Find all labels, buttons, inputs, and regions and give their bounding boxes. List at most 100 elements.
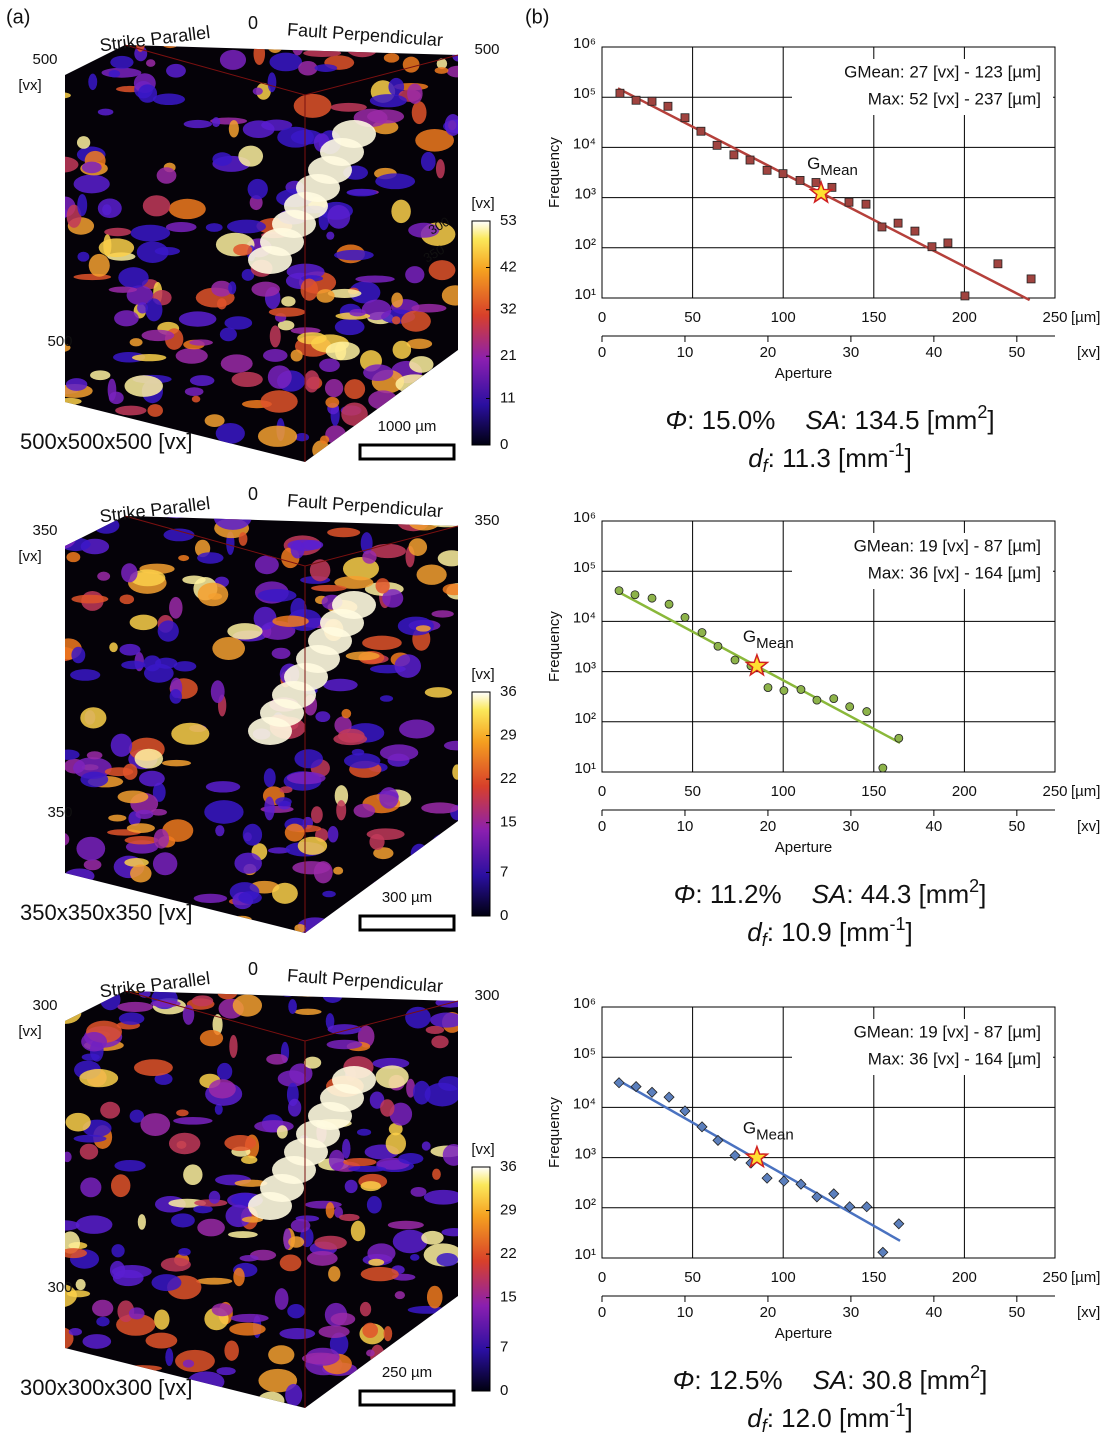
x-tick-label: 0: [598, 783, 606, 800]
blob: [154, 1309, 170, 1330]
annotation-box: [792, 533, 1053, 589]
blob: [165, 1348, 174, 1367]
blob: [328, 1149, 345, 1171]
point: [993, 259, 1003, 269]
blob: [68, 1328, 83, 1336]
point: [729, 1149, 741, 1162]
blob: [267, 72, 277, 93]
point: [613, 1077, 625, 1089]
y-tick-label: 10⁶: [573, 35, 596, 52]
blob: [69, 881, 82, 897]
blob: [443, 831, 458, 839]
blob: [119, 594, 135, 605]
blob: [130, 864, 152, 883]
point: [829, 694, 839, 703]
axis-label: Fault Perpendicular: [287, 19, 444, 50]
gmean-marker: [744, 1144, 770, 1169]
blob: [382, 589, 404, 608]
blob: [183, 119, 213, 129]
blob: [208, 593, 223, 600]
blob: [193, 1205, 213, 1214]
point: [647, 96, 657, 106]
blob: [137, 302, 148, 314]
blob: [375, 578, 390, 594]
x2-tick-label: 10: [677, 344, 694, 361]
blob: [114, 1159, 146, 1172]
blob: [344, 1179, 358, 1194]
point: [647, 593, 657, 603]
blob: [65, 378, 88, 391]
size-label: 300: [32, 997, 57, 1014]
blob: [137, 1214, 146, 1230]
colorbar: [471, 691, 491, 917]
stats-part: Φ: [674, 879, 696, 909]
y-tick-label: 10⁴: [573, 135, 596, 152]
blob: [429, 519, 458, 528]
point: [745, 155, 755, 165]
point: [844, 197, 854, 207]
blob: [257, 425, 298, 447]
blob: [178, 311, 217, 327]
blob: [277, 126, 315, 148]
blob: [342, 1138, 351, 1159]
blob: [71, 646, 86, 664]
blob: [327, 527, 361, 538]
blob: [124, 375, 163, 397]
point: [631, 95, 641, 105]
blob: [411, 303, 447, 313]
blob: [81, 1364, 98, 1373]
blob: [268, 307, 306, 317]
colorbar-tick-label: 11: [500, 389, 516, 406]
blob: [128, 1307, 145, 1320]
blob: [369, 543, 407, 559]
blob: [238, 145, 264, 167]
blob: [442, 583, 458, 596]
blob: [252, 87, 263, 95]
x-tick-label: 250: [1042, 309, 1067, 326]
blob: [330, 1312, 356, 1326]
stats-part: d: [747, 1403, 763, 1433]
stats-part: : 30.8 [mm: [847, 1365, 970, 1395]
point: [893, 1218, 905, 1230]
blob: [303, 370, 320, 393]
blob: [356, 893, 385, 917]
blob: [294, 433, 310, 442]
stats: df: 10.9 [mm-1]: [747, 914, 913, 950]
stats-part: ]: [980, 1365, 987, 1395]
blob: [228, 1231, 258, 1239]
blob: [379, 787, 399, 809]
blob: [129, 614, 158, 631]
blob: [408, 1332, 424, 1350]
blob: [88, 73, 98, 91]
annotation: Max: 36 [vx] - 164 [µm]: [868, 563, 1041, 582]
blob: [406, 338, 433, 349]
point: [877, 222, 887, 232]
blob: [268, 1345, 295, 1365]
size-label: 500: [47, 333, 72, 350]
blob: [130, 224, 171, 242]
blob: [142, 195, 171, 217]
blob: [341, 708, 352, 719]
blob: [129, 1109, 145, 1123]
blob: [258, 1368, 298, 1393]
scale-bar: [358, 1389, 456, 1407]
x-tick-label: 150: [861, 783, 886, 800]
blob: [380, 1099, 395, 1117]
blob: [397, 397, 428, 413]
blob: [109, 642, 118, 653]
blob: [79, 1143, 99, 1160]
annotation: GMean: 27 [vx] - 123 [µm]: [844, 62, 1041, 81]
blob: [163, 528, 195, 542]
annotation: Max: 36 [vx] - 164 [µm]: [868, 1049, 1041, 1068]
blob: [115, 405, 147, 416]
blob: [435, 159, 445, 179]
blob: [311, 584, 347, 592]
blob: [388, 77, 405, 96]
blob: [444, 854, 458, 878]
blob: [184, 387, 204, 396]
blob: [263, 768, 276, 788]
stats-part: : 10.9 [mm: [767, 917, 890, 947]
y-tick-label: 10⁵: [573, 85, 596, 102]
x2-tick-label: 30: [843, 1304, 860, 1321]
x-tick-label: 50: [684, 783, 701, 800]
